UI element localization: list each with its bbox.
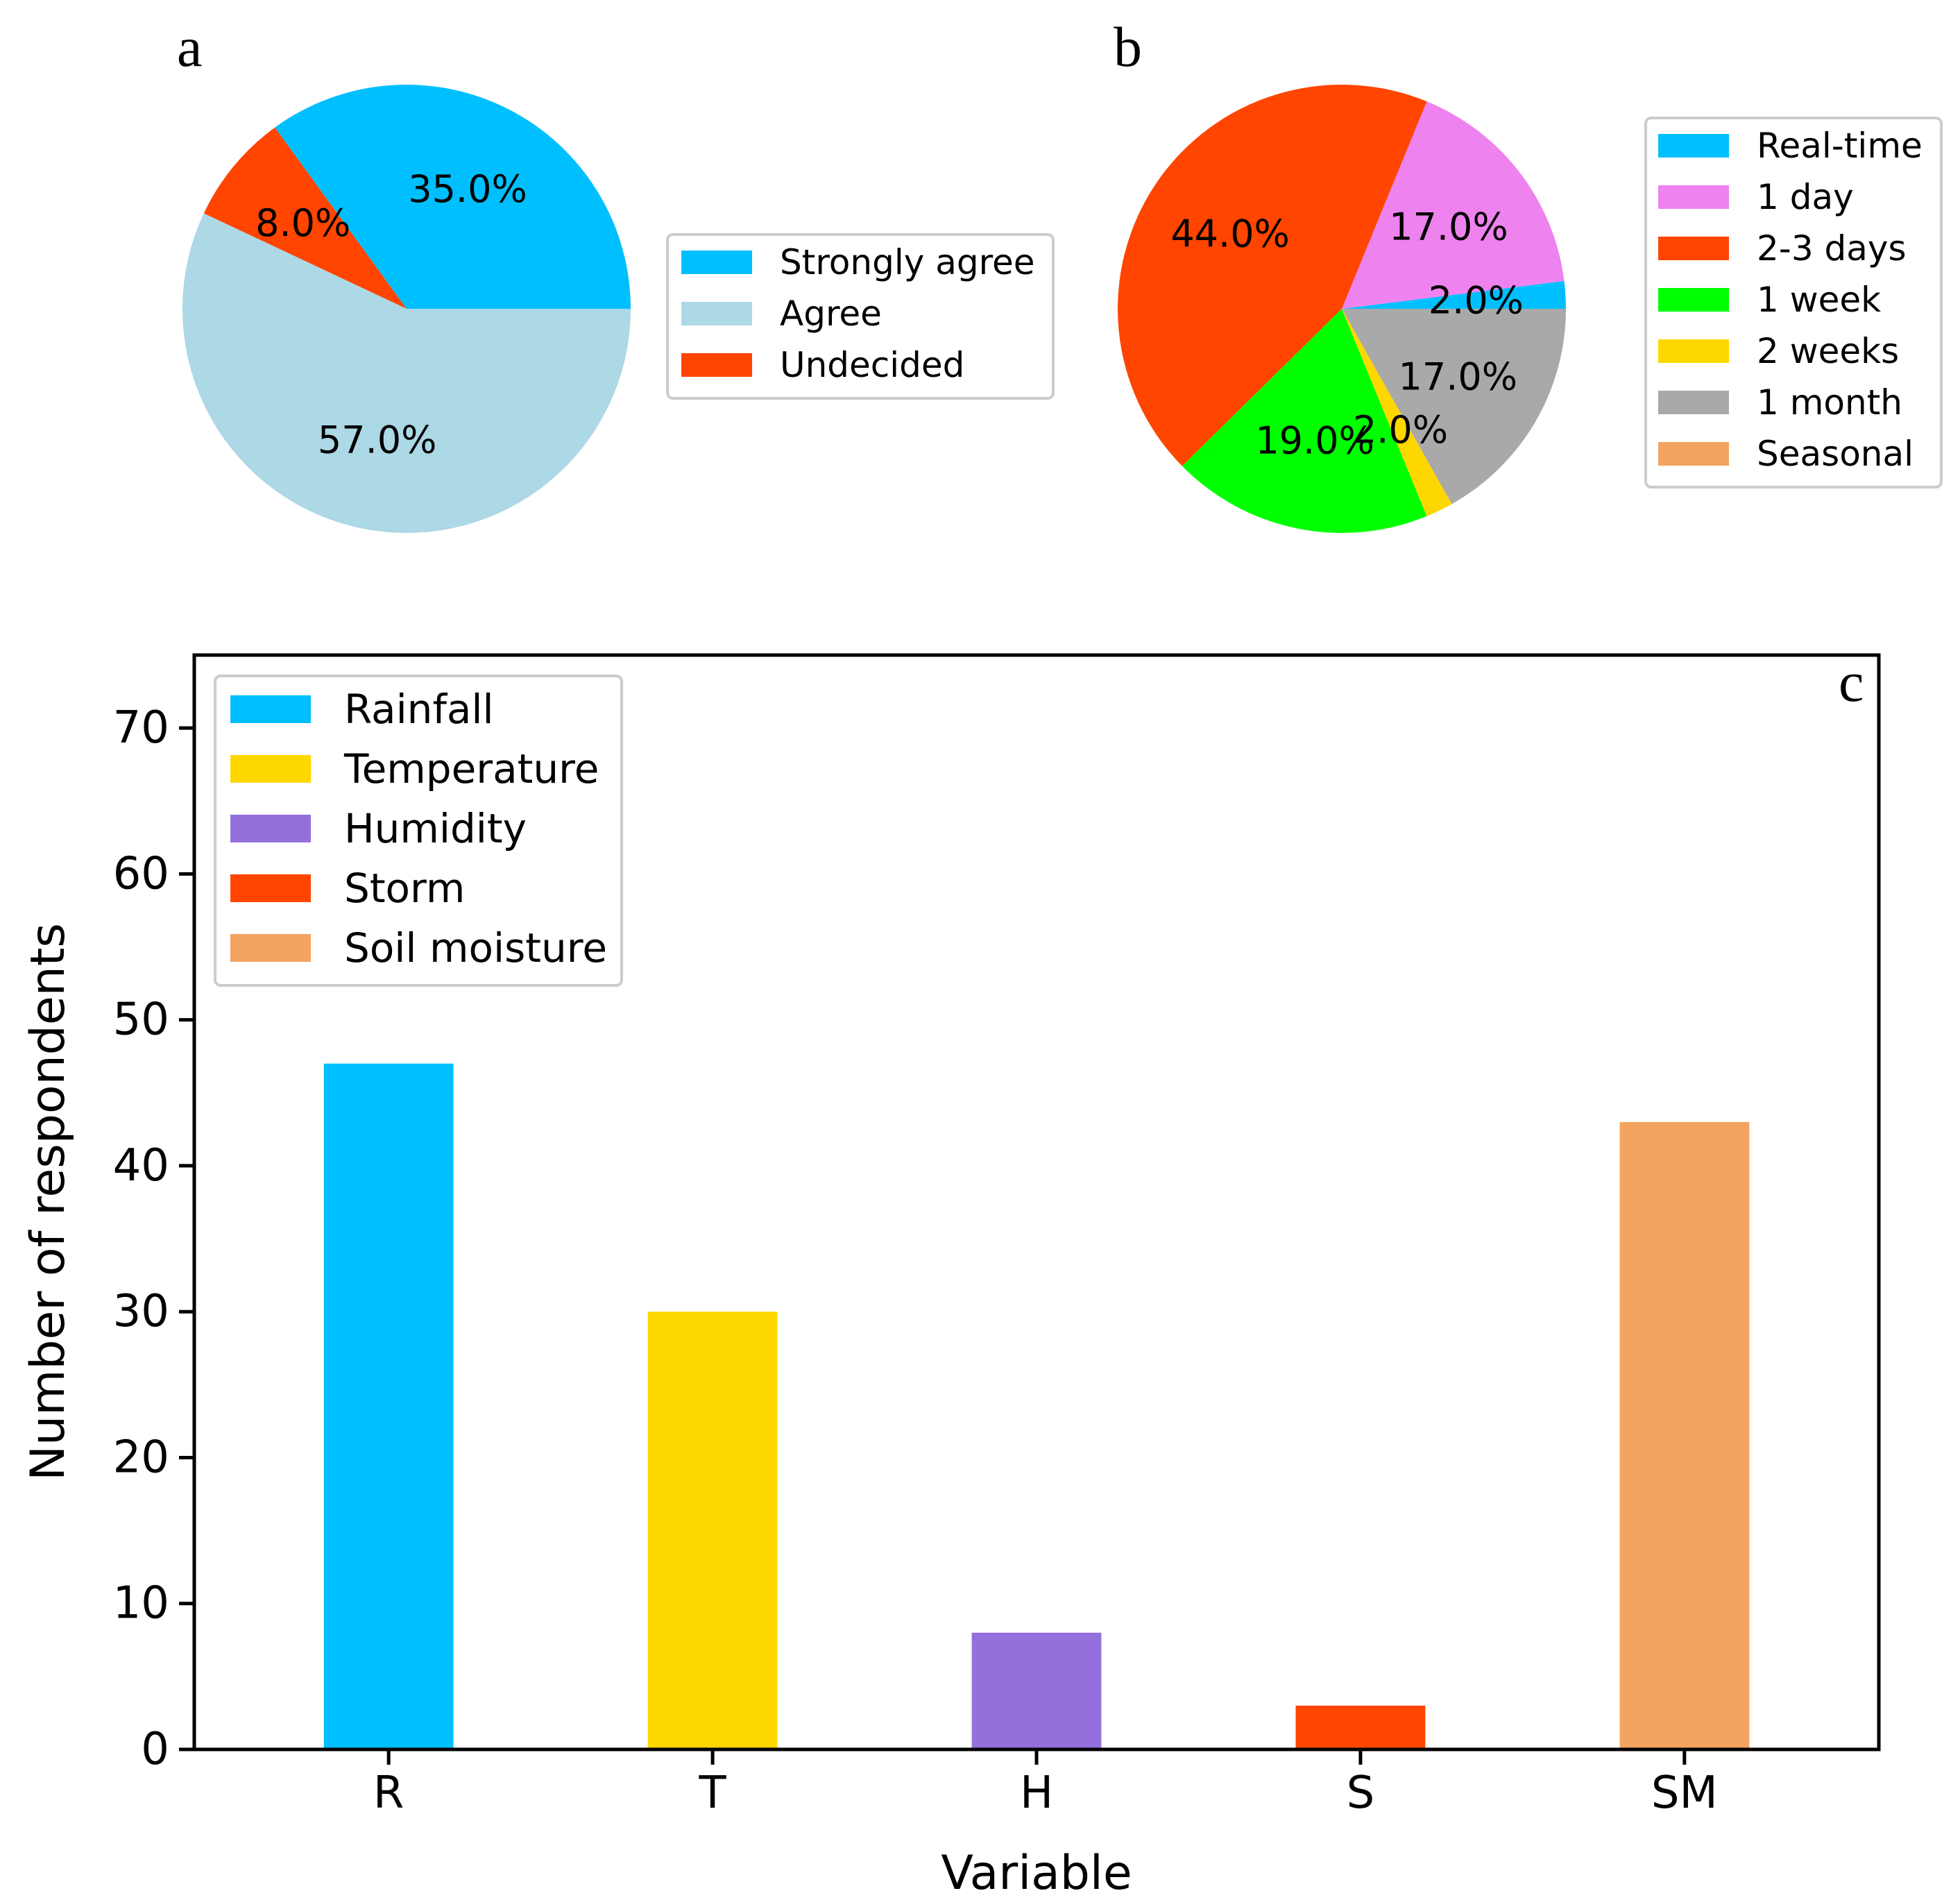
pie-b-labels: 2.0%17.0%44.0%19.0%2.0%17.0%	[1170, 205, 1524, 463]
y-axis-c: 0 10 20 30 40 50 60 70	[113, 702, 194, 1775]
y-tick-label-70: 70	[113, 702, 169, 754]
y-tick-label-60: 60	[113, 848, 169, 899]
pie-a-slice-agree	[182, 213, 631, 533]
panel-letter-b: b	[1114, 15, 1142, 78]
y-tick-label-10: 10	[113, 1578, 169, 1629]
x-tick-label-h: H	[1020, 1767, 1053, 1819]
legend-c-label-humidity: Humidity	[344, 805, 527, 852]
pie-b	[1118, 85, 1566, 533]
x-tick-label-s: S	[1347, 1767, 1375, 1819]
bar-r	[323, 1063, 454, 1749]
panel-letter-a: a	[177, 15, 202, 78]
legend-b-label-2-weeks: 2 weeks	[1757, 331, 1899, 371]
legend-b-label-1-day: 1 day	[1757, 177, 1854, 217]
x-tick-label-r: R	[373, 1767, 404, 1819]
legend-b: Real-time 1 day 2-3 days 1 week 2 weeks 1 mon…	[1644, 117, 1943, 489]
pie-b-slice-2-3-days	[1118, 85, 1427, 466]
panel-b: b 2.0%17.0%44.0%19.0%2.0%17.0% Real-time…	[1114, 15, 1943, 533]
panel-letter-c: c	[1839, 650, 1864, 713]
pie-b-label-1-week: 19.0%	[1255, 418, 1374, 462]
legend-b-label-2-3-days: 2-3 days	[1757, 228, 1907, 269]
y-axis-label: Number of respondents	[21, 923, 76, 1481]
pie-b-slice-real-time	[1342, 280, 1566, 309]
bar-h	[971, 1632, 1102, 1749]
legend-c: Rainfall Temperature Humidity Storm Soil moi…	[214, 675, 623, 987]
bar-t	[647, 1312, 778, 1749]
x-tick-label-sm: SM	[1651, 1767, 1718, 1819]
legend-c-label-storm: Storm	[344, 865, 465, 912]
legend-b-swatch-1-day	[1658, 185, 1729, 209]
legend-b-label-1-month: 1 month	[1757, 382, 1902, 423]
legend-b-label-1-week: 1 week	[1757, 280, 1881, 320]
legend-b-swatch-1-month	[1658, 391, 1729, 414]
legend-a-label-agree: Agree	[780, 294, 882, 334]
pie-b-label-1-day: 17.0%	[1389, 205, 1508, 249]
legend-a-swatch-agree	[681, 302, 752, 325]
x-axis-label: Variable	[941, 1846, 1132, 1900]
pie-b-label-2-weeks: 2.0%	[1353, 408, 1448, 452]
legend-c-swatch-rainfall	[230, 695, 311, 723]
pie-b-slice-2-weeks	[1342, 309, 1452, 516]
legend-a-label-strongly-agree: Strongly agree	[780, 242, 1035, 282]
legend-b-swatch-2-3-days	[1658, 237, 1729, 260]
bar-sm	[1619, 1121, 1750, 1749]
y-tick-label-40: 40	[113, 1140, 169, 1191]
panel-a: a 35.0% 8.0% 57.0% Strongly agree Agree Unde…	[177, 15, 1055, 533]
legend-a-frame	[666, 233, 1055, 400]
legend-a-swatch-strongly-agree	[681, 251, 752, 274]
bar-s	[1295, 1705, 1426, 1749]
y-tick-label-30: 30	[113, 1286, 169, 1337]
x-tick-label-t: T	[699, 1767, 727, 1819]
panel-c: 0 10 20 30 40 50 60 70 R T H S SM c Variable Number…	[21, 650, 1881, 1900]
legend-b-swatch-2-weeks	[1658, 339, 1729, 363]
legend-c-label-rainfall: Rainfall	[344, 686, 494, 733]
legend-c-swatch-soil-moisture	[230, 934, 311, 962]
legend-c-swatch-storm	[230, 874, 311, 902]
legend-a-label-undecided: Undecided	[780, 345, 964, 385]
legend-c-swatch-temperature	[230, 755, 311, 783]
bars-c	[323, 1063, 1750, 1749]
legend-b-swatch-1-week	[1658, 288, 1729, 312]
pie-a-label-undecided: 8.0%	[255, 201, 350, 245]
pie-a-label-agree: 57.0%	[318, 418, 437, 462]
y-tick-label-50: 50	[113, 994, 169, 1046]
pie-b-label-real-time: 2.0%	[1429, 279, 1524, 323]
legend-b-label-real-time: Real-time	[1757, 126, 1923, 166]
pie-a	[182, 85, 631, 533]
y-tick-label-0: 0	[141, 1724, 169, 1775]
pie-a-slice-undecided	[203, 127, 407, 309]
legend-b-label-seasonal: Seasonal	[1757, 434, 1914, 474]
pie-b-slice-1-week	[1182, 309, 1427, 533]
pie-a-labels: 35.0% 8.0% 57.0%	[255, 167, 527, 462]
legend-a-swatch-undecided	[681, 353, 752, 377]
legend-a: Strongly agree Agree Undecided	[666, 233, 1055, 400]
legend-c-frame	[214, 675, 623, 987]
pie-b-slice-1-month	[1342, 309, 1566, 504]
legend-c-label-soil-moisture: Soil moisture	[344, 924, 607, 972]
legend-c-swatch-humidity	[230, 815, 311, 842]
pie-b-label-2-3-days: 44.0%	[1170, 212, 1290, 256]
legend-c-label-temperature: Temperature	[343, 745, 599, 792]
x-axis-c: R T H S SM	[373, 1749, 1718, 1819]
pie-a-slice-strongly-agree	[275, 85, 631, 309]
pie-b-label-1-month: 17.0%	[1399, 355, 1518, 398]
legend-b-swatch-seasonal	[1658, 442, 1729, 466]
y-tick-label-20: 20	[113, 1432, 169, 1483]
pie-b-slice-1-day	[1342, 101, 1565, 309]
pie-a-label-strongly-agree: 35.0%	[408, 167, 527, 211]
legend-b-swatch-real-time	[1658, 134, 1729, 158]
